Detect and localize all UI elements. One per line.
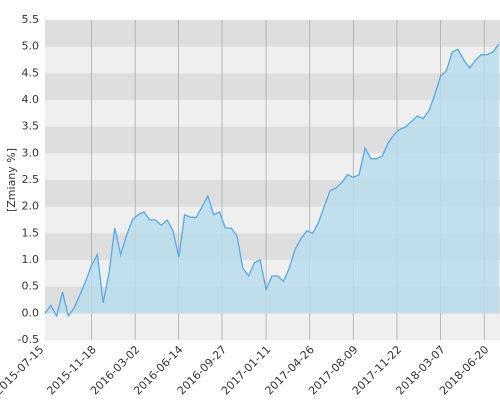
x-tick-label: 2015-07-15: [0, 343, 46, 397]
y-tick-label: 5.5: [22, 13, 40, 26]
y-tick-label: 5.0: [22, 40, 40, 53]
grid-band: [45, 73, 500, 100]
line: [45, 43, 500, 318]
y-tick-label: 2.5: [22, 173, 40, 186]
y-tick-label: 0.0: [22, 306, 40, 319]
grid-band: [45, 313, 500, 340]
grid-band: [45, 46, 500, 74]
y-tick-label: 1.5: [22, 226, 40, 239]
y-tick-label: 3.0: [22, 146, 40, 159]
y-tick-label: 4.0: [22, 93, 40, 106]
y-axis-label: [Zmiany %]: [5, 148, 18, 212]
y-tick-label: 3.5: [22, 120, 40, 133]
grid-band: [45, 20, 500, 47]
y-tick-label: 0.5: [22, 280, 40, 293]
area-fill: [45, 44, 499, 316]
y-tick-label: -0.5: [18, 333, 39, 346]
y-tick-label: 2.0: [22, 200, 40, 213]
y-tick-label: 1.0: [22, 253, 40, 266]
y-tick-label: 4.5: [22, 66, 40, 79]
